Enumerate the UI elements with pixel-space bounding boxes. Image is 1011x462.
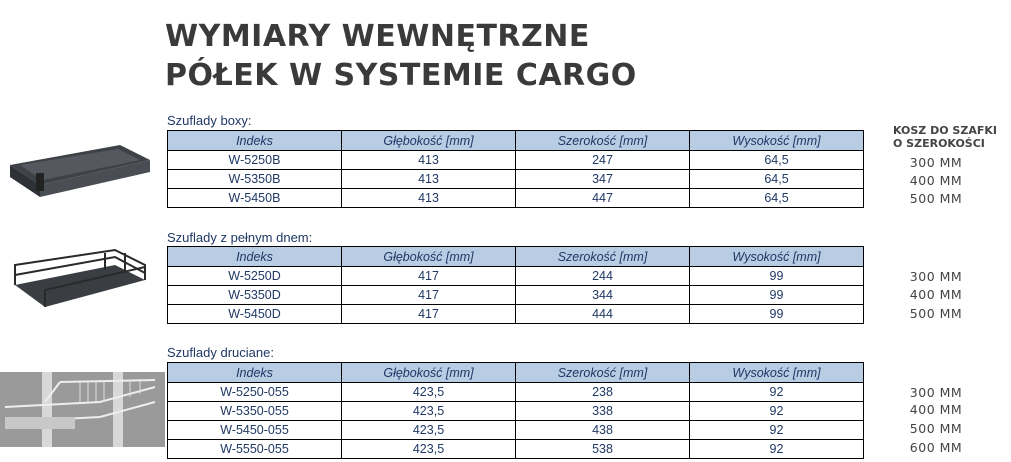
table-cell: W-5450D bbox=[167, 304, 342, 324]
table-cell: W-5250-055 bbox=[167, 382, 342, 402]
table-row: W-5450D 417 444 99 bbox=[167, 304, 864, 324]
column-header: Szerokość [mm] bbox=[515, 130, 690, 151]
dimensions-table: Indeks Głębokość [mm] Szerokość [mm] Wysoko… bbox=[167, 246, 864, 324]
dimensions-table: Indeks Głębokość [mm] Szerokość [mm] Wysoko… bbox=[167, 362, 864, 459]
table-cell: 92 bbox=[689, 401, 864, 421]
table-cell: 423,5 bbox=[341, 420, 516, 440]
wire-drawer-image bbox=[0, 372, 165, 447]
table-cell: W-5350D bbox=[167, 285, 342, 305]
table-cell: W-5250B bbox=[167, 150, 342, 170]
table-cell: 413 bbox=[341, 188, 516, 208]
cabinet-width: 500 MM bbox=[909, 191, 963, 206]
header-row: Indeks Głębokość [mm] Szerokość [mm] Wysoko… bbox=[167, 246, 864, 267]
table-cell: 417 bbox=[341, 304, 516, 324]
column-header: Szerokość [mm] bbox=[515, 246, 690, 267]
table-cell: 92 bbox=[689, 382, 864, 402]
table-cell: 538 bbox=[515, 439, 690, 459]
table-cell: W-5450-055 bbox=[167, 420, 342, 440]
column-header: Głębokość [mm] bbox=[341, 130, 516, 151]
column-header: Indeks bbox=[167, 246, 342, 267]
table-cell: 64,5 bbox=[689, 188, 864, 208]
table-row: W-5450-055 423,5 438 92 bbox=[167, 420, 864, 440]
table-row: W-5250D 417 244 99 bbox=[167, 266, 864, 286]
table-row: W-5250B 413 247 64,5 bbox=[167, 150, 864, 170]
side-header: KOSZ DO SZAFKI O SZEROKOŚCI bbox=[893, 124, 997, 150]
cabinet-width: 500 MM bbox=[909, 421, 963, 436]
table-cell: 92 bbox=[689, 420, 864, 440]
table-cell: 338 bbox=[515, 401, 690, 421]
table-cell: W-5350B bbox=[167, 169, 342, 189]
table-cell: 99 bbox=[689, 304, 864, 324]
table-cell: 423,5 bbox=[341, 401, 516, 421]
cabinet-width: 500 MM bbox=[909, 306, 963, 321]
table-cell: 99 bbox=[689, 285, 864, 305]
column-header: Wysokość [mm] bbox=[689, 130, 864, 151]
table-cell: 247 bbox=[515, 150, 690, 170]
column-header: Indeks bbox=[167, 362, 342, 383]
table-row: W-5350-055 423,5 338 92 bbox=[167, 401, 864, 421]
dimensions-table: Indeks Głębokość [mm] Szerokość [mm] Wysoko… bbox=[167, 130, 864, 208]
table-cell: 417 bbox=[341, 266, 516, 286]
cabinet-width: 300 MM bbox=[909, 385, 963, 400]
header-row: Indeks Głębokość [mm] Szerokość [mm] Wysoko… bbox=[167, 130, 864, 151]
table-cell: 244 bbox=[515, 266, 690, 286]
column-header: Głębokość [mm] bbox=[341, 362, 516, 383]
table-cell: 444 bbox=[515, 304, 690, 324]
side-header-line-2: O SZEROKOŚCI bbox=[893, 137, 985, 150]
title-line-1: WYMIARY WEWNĘTRZNE bbox=[165, 19, 590, 54]
title-line-2: PÓŁEK W SYSTEMIE CARGO bbox=[165, 58, 637, 93]
table-cell: 423,5 bbox=[341, 382, 516, 402]
side-header-line-1: KOSZ DO SZAFKI bbox=[893, 124, 997, 137]
cabinet-width: 400 MM bbox=[909, 402, 963, 417]
table-cell: 99 bbox=[689, 266, 864, 286]
table-cell: 447 bbox=[515, 188, 690, 208]
table-cell: W-5350-055 bbox=[167, 401, 342, 421]
section-label: Szuflady z pełnym dnem: bbox=[167, 230, 313, 245]
section-label: Szuflady boxy: bbox=[167, 113, 252, 128]
table-cell: 64,5 bbox=[689, 169, 864, 189]
table-cell: 413 bbox=[341, 150, 516, 170]
header-row: Indeks Głębokość [mm] Szerokość [mm] Wysoko… bbox=[167, 362, 864, 383]
table-cell: 92 bbox=[689, 439, 864, 459]
table-cell: 413 bbox=[341, 169, 516, 189]
table-row: W-5250-055 423,5 238 92 bbox=[167, 382, 864, 402]
table-cell: 238 bbox=[515, 382, 690, 402]
table-cell: 347 bbox=[515, 169, 690, 189]
cabinet-width: 400 MM bbox=[909, 173, 963, 188]
cabinet-width: 300 MM bbox=[909, 155, 963, 170]
table-row: W-5550-055 423,5 538 92 bbox=[167, 439, 864, 459]
table-cell: W-5250D bbox=[167, 266, 342, 286]
table-cell: W-5450B bbox=[167, 188, 342, 208]
table-row: W-5450B 413 447 64,5 bbox=[167, 188, 864, 208]
column-header: Szerokość [mm] bbox=[515, 362, 690, 383]
cabinet-width: 600 MM bbox=[909, 440, 963, 455]
table-cell: 438 bbox=[515, 420, 690, 440]
cabinet-width: 300 MM bbox=[909, 269, 963, 284]
table-cell: 344 bbox=[515, 285, 690, 305]
table-row: W-5350D 417 344 99 bbox=[167, 285, 864, 305]
box-drawer-image bbox=[10, 145, 150, 197]
table-cell: 417 bbox=[341, 285, 516, 305]
column-header: Wysokość [mm] bbox=[689, 362, 864, 383]
column-header: Głębokość [mm] bbox=[341, 246, 516, 267]
table-row: W-5350B 413 347 64,5 bbox=[167, 169, 864, 189]
column-header: Indeks bbox=[167, 130, 342, 151]
section-label: Szuflady druciane: bbox=[167, 345, 274, 360]
cabinet-width: 400 MM bbox=[909, 287, 963, 302]
column-header: Wysokość [mm] bbox=[689, 246, 864, 267]
table-cell: 423,5 bbox=[341, 439, 516, 459]
table-cell: W-5550-055 bbox=[167, 439, 342, 459]
table-cell: 64,5 bbox=[689, 150, 864, 170]
full-bottom-drawer-image bbox=[14, 248, 146, 307]
